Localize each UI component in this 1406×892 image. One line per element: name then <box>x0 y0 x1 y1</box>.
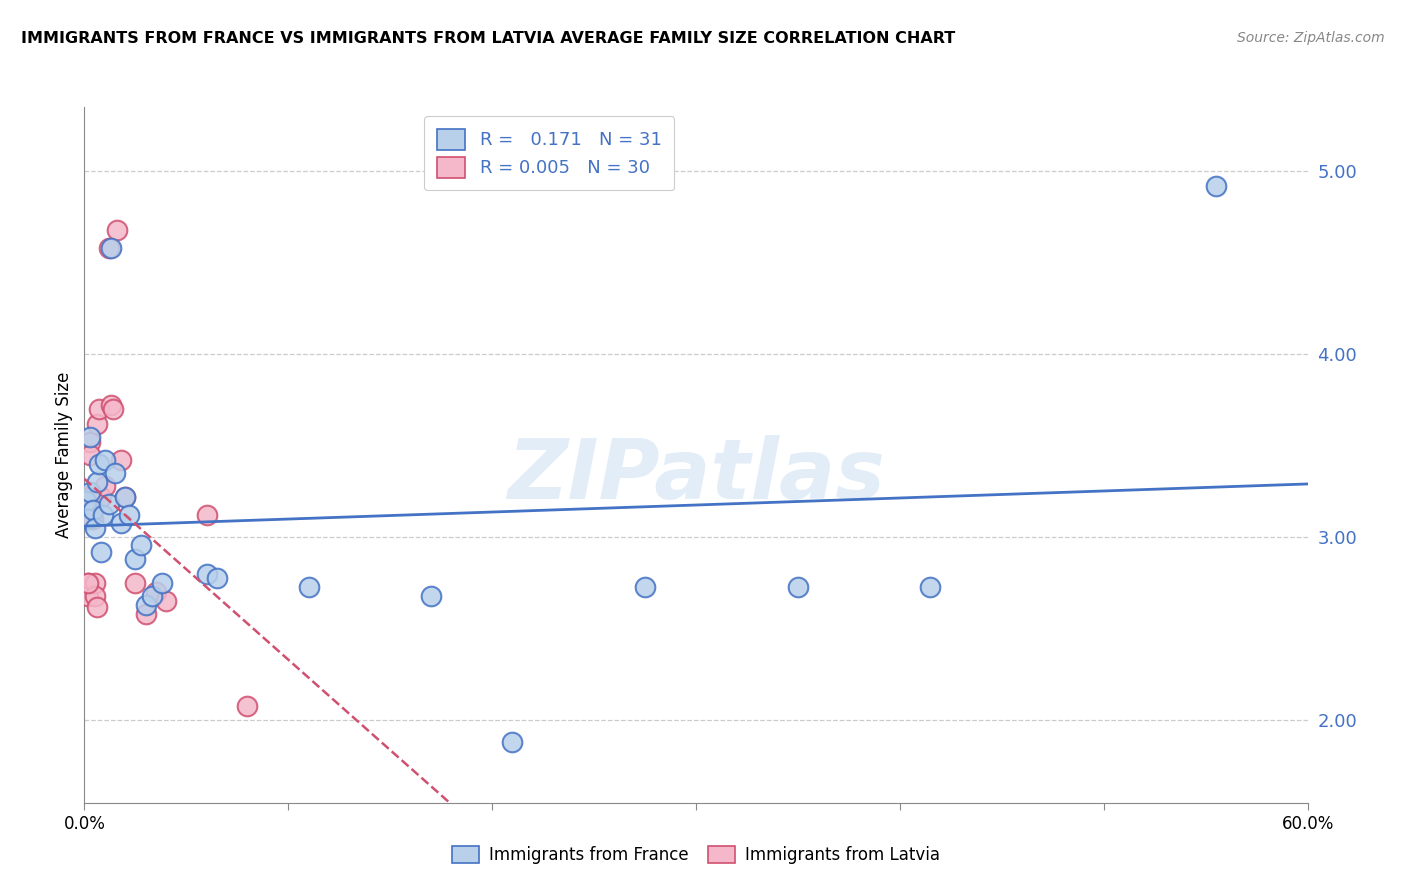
Point <box>83 576 105 591</box>
Point <box>124 552 146 566</box>
Point <box>110 453 132 467</box>
Point <box>86 475 108 490</box>
Point <box>79 429 101 443</box>
Point <box>131 538 153 552</box>
Point <box>195 566 218 581</box>
Point <box>634 580 657 594</box>
Point <box>75 493 97 508</box>
Point <box>87 402 110 417</box>
Point <box>787 580 810 594</box>
Point <box>100 399 122 413</box>
Point <box>420 589 443 603</box>
Point <box>118 508 141 523</box>
Point <box>298 580 321 594</box>
Point <box>97 497 120 511</box>
Point <box>79 435 101 450</box>
Point <box>77 508 100 523</box>
Point <box>83 521 105 535</box>
Point <box>77 589 100 603</box>
Point <box>141 589 163 603</box>
Point <box>86 599 108 614</box>
Point <box>75 497 97 511</box>
Point <box>502 735 524 749</box>
Point <box>82 493 104 508</box>
Point <box>135 607 157 622</box>
Point <box>101 402 124 417</box>
Point <box>86 417 108 431</box>
Point <box>79 490 101 504</box>
Point <box>155 594 177 608</box>
Point <box>83 589 105 603</box>
Text: Source: ZipAtlas.com: Source: ZipAtlas.com <box>1237 31 1385 45</box>
Point <box>114 490 136 504</box>
Point <box>91 508 114 523</box>
Point <box>77 576 100 591</box>
Point <box>114 490 136 504</box>
Point <box>145 585 167 599</box>
Text: IMMIGRANTS FROM FRANCE VS IMMIGRANTS FROM LATVIA AVERAGE FAMILY SIZE CORRELATION: IMMIGRANTS FROM FRANCE VS IMMIGRANTS FRO… <box>21 31 955 46</box>
Point <box>97 241 120 255</box>
Point <box>104 467 127 481</box>
Point <box>87 457 110 471</box>
Point <box>90 490 112 504</box>
Point <box>75 490 97 504</box>
Point <box>124 576 146 591</box>
Point <box>110 516 132 530</box>
Point <box>90 545 112 559</box>
Point <box>82 512 104 526</box>
Point <box>77 576 100 591</box>
Point <box>920 580 942 594</box>
Point <box>236 698 259 713</box>
Point <box>93 453 117 467</box>
Point <box>195 508 218 523</box>
Point <box>135 598 157 612</box>
Point <box>100 241 122 255</box>
Point <box>1205 178 1227 193</box>
Point <box>105 223 128 237</box>
Point <box>77 512 100 526</box>
Legend: Immigrants from France, Immigrants from Latvia: Immigrants from France, Immigrants from … <box>446 839 946 871</box>
Point <box>79 448 101 462</box>
Point <box>93 479 117 493</box>
Point <box>150 576 173 591</box>
Point <box>205 571 228 585</box>
Y-axis label: Average Family Size: Average Family Size <box>55 372 73 538</box>
Point <box>82 503 104 517</box>
Text: ZIPatlas: ZIPatlas <box>508 435 884 516</box>
Point <box>79 484 101 499</box>
